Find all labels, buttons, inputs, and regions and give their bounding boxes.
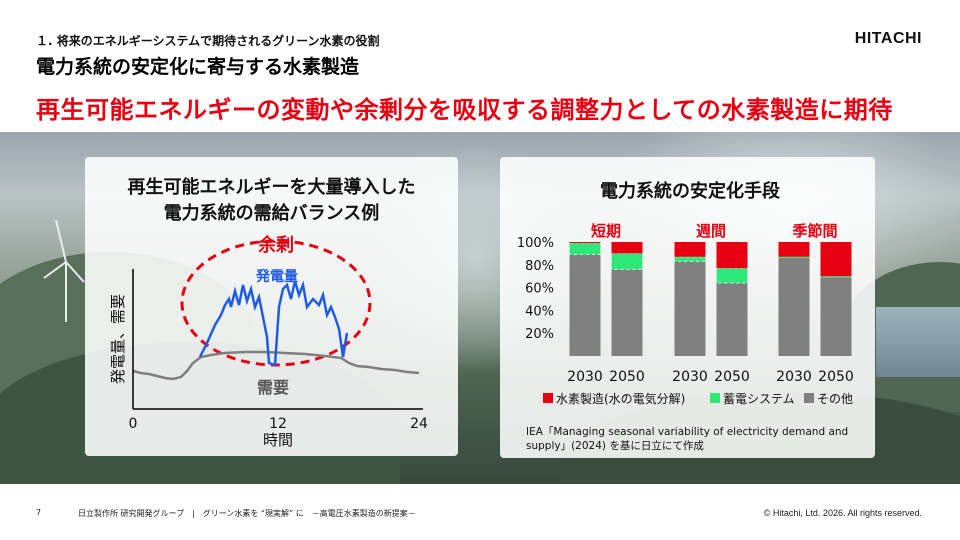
bar-segment-storage-4 (778, 256, 810, 258)
bar-segment-hydrogen-5 (820, 242, 852, 277)
wind-turbine-icon (43, 219, 85, 322)
bar-segment-other-4 (778, 257, 810, 356)
y-axis-label: 発電量、需要 (109, 294, 127, 384)
bar-segment-storage-0 (569, 242, 601, 256)
bar-segment-hydrogen-4 (778, 242, 810, 257)
bar-segment-hydrogen-3 (716, 242, 748, 269)
legend-swatch-hydrogen (543, 393, 553, 403)
supply-demand-diagram: 余剰 発電量 需要 発電量、需要 0 12 24 時間 (109, 234, 428, 449)
stabilization-panel: 電力系統の安定化手段 20% 40% 60% 80% 100% 2030 2050 2030… (500, 157, 875, 458)
bar-segment-storage-5 (820, 276, 852, 278)
generation-label: 発電量 (255, 268, 298, 285)
bar-segment-storage-1 (611, 252, 643, 270)
x-tick-label: 2050 (609, 369, 645, 385)
legend-other: その他 (817, 392, 853, 406)
y-tick-label: 40% (525, 304, 554, 319)
legend-hydrogen: 水素製造(水の電気分解) (556, 391, 685, 406)
slide-headline: 再生可能エネルギーの変動や余剰分を吸収する調整力としての水素製造に期待 (36, 96, 893, 124)
bar-segment-other-1 (611, 269, 643, 356)
supply-demand-title-line2: 電力系統の需給バランス例 (163, 203, 380, 224)
x-tick-24: 24 (410, 416, 428, 432)
y-tick-label: 20% (525, 327, 554, 342)
source-note-line1: IEA「Managing seasonal variability of ele… (526, 426, 848, 438)
group-label: 短期 (591, 222, 621, 240)
y-tick-label: 60% (525, 282, 554, 297)
bar-segment-other-2 (674, 261, 706, 356)
footer-text: 日立製作所 研究開発グループ | グリーン水素を “現実解” に －高電圧水素製… (78, 509, 416, 518)
x-tick-label: 2050 (714, 369, 750, 385)
bar-segment-other-0 (569, 254, 601, 356)
legend-storage: 蓄電システム (723, 392, 795, 406)
y-tick-label: 80% (525, 259, 554, 274)
demand-curve (132, 350, 420, 381)
chart-title: 電力系統の安定化手段 (600, 180, 781, 202)
bar-segment-hydrogen-0 (569, 242, 601, 244)
bar-segment-hydrogen-2 (674, 242, 706, 257)
bar-segment-storage-3 (716, 267, 748, 284)
x-tick-label: 2030 (672, 369, 708, 385)
supply-demand-title-line1: 再生可能エネルギーを大量導入した (127, 177, 416, 198)
bar-segment-other-3 (716, 283, 748, 356)
group-label: 週間 (696, 222, 726, 240)
x-tick-label: 2030 (776, 369, 812, 385)
x-tick-12: 12 (269, 416, 287, 432)
demand-label: 需要 (257, 378, 289, 397)
source-note-line2: supply」(2024) を基に日立にて作成 (526, 439, 704, 452)
bar-segment-other-5 (820, 277, 852, 356)
supply-demand-panel: 再生可能エネルギーを大量導入した 電力系統の需給バランス例 余剰 発電量 需要 … (85, 157, 458, 456)
legend-swatch-other (804, 393, 814, 403)
legend-swatch-storage (710, 393, 720, 403)
surplus-label: 余剰 (257, 234, 294, 256)
section-title: １. 将来のエネルギーシステムで期待されるグリーン水素の役割 (36, 34, 380, 48)
slide-subtitle: 電力系統の安定化に寄与する水素製造 (36, 56, 360, 78)
x-tick-label: 2030 (567, 369, 603, 385)
bar-segment-hydrogen-1 (611, 242, 643, 254)
x-tick-0: 0 (129, 416, 138, 432)
generation-curve (198, 280, 349, 367)
page-number: 7 (36, 508, 42, 517)
bar-segment-storage-2 (674, 256, 706, 262)
x-axis-label: 時間 (263, 431, 293, 449)
y-tick-label: 100% (517, 236, 554, 251)
copyright: © Hitachi, Ltd. 2026. All rights reserve… (763, 508, 922, 518)
stabilization-chart: 電力系統の安定化手段 20% 40% 60% 80% 100% 2030 2050 2030… (517, 180, 854, 452)
x-tick-label: 2050 (818, 369, 854, 385)
hitachi-logo: HITACHI (854, 30, 922, 47)
group-label: 季節間 (792, 222, 837, 240)
